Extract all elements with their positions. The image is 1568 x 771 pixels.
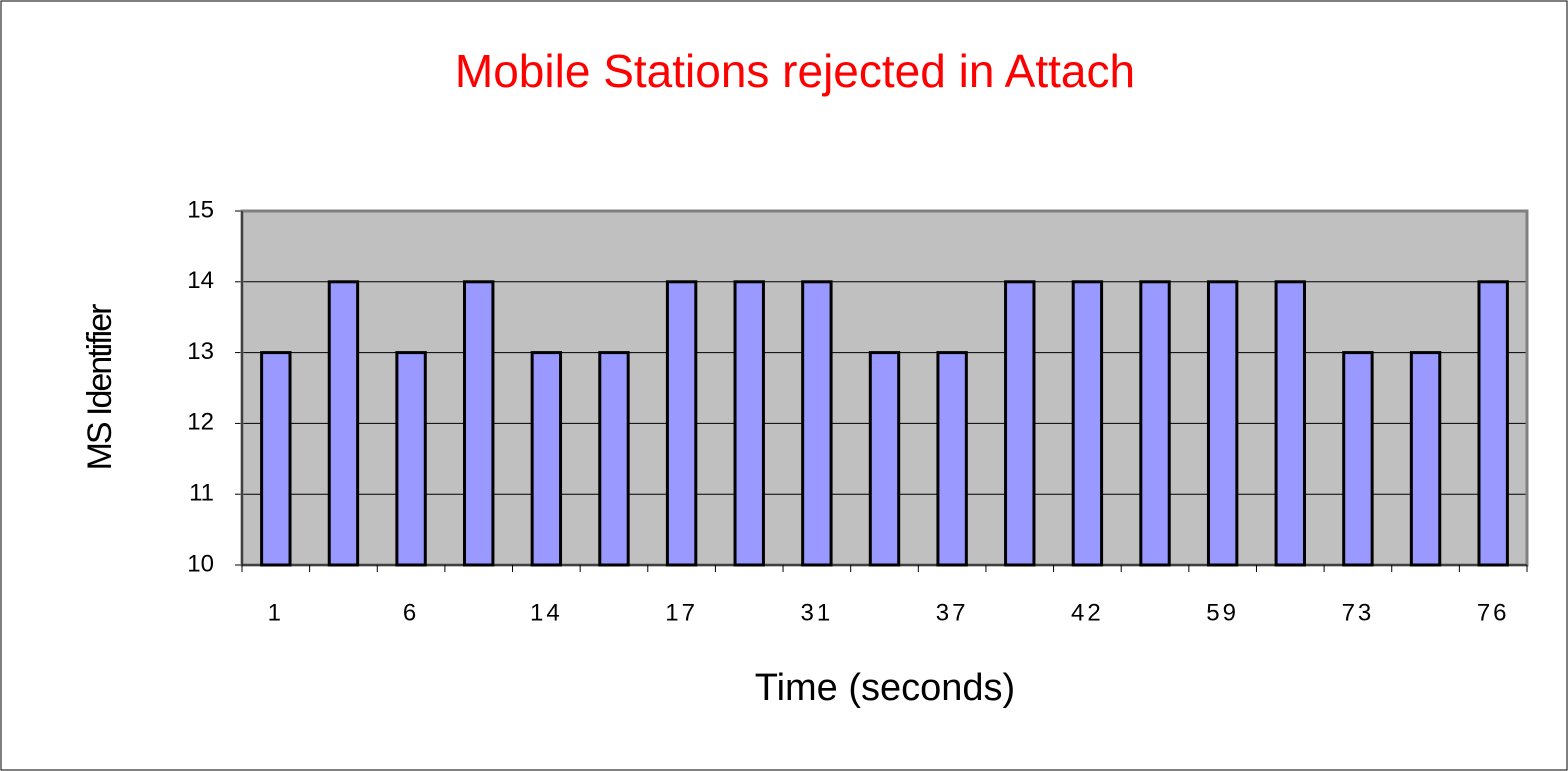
bar — [1274, 280, 1306, 567]
bar — [1409, 351, 1442, 567]
bar — [936, 351, 968, 567]
x-tick-label: 1 — [268, 599, 284, 626]
x-axis-label: Time (seconds) — [755, 667, 1015, 709]
bar — [530, 351, 563, 567]
y-tick-label: 10 — [187, 550, 214, 577]
bar — [1071, 280, 1104, 567]
x-tick-label: 76 — [1477, 599, 1510, 626]
bar — [395, 351, 427, 567]
y-tick-label: 11 — [189, 480, 214, 507]
y-tick-label: 14 — [187, 267, 214, 294]
x-tick-label: 37 — [936, 599, 969, 626]
x-tick-label: 17 — [665, 599, 698, 626]
bar — [463, 280, 495, 567]
y-tick-label: 15 — [187, 196, 214, 223]
bar — [1477, 280, 1509, 567]
bar — [327, 280, 360, 567]
bar — [665, 280, 698, 567]
x-tick-label: 42 — [1071, 599, 1104, 626]
x-tick-label: 14 — [530, 599, 563, 626]
y-tick-label: 12 — [187, 409, 214, 436]
x-tick-label: 59 — [1206, 599, 1239, 626]
x-tick-label: 31 — [801, 599, 834, 626]
bar — [868, 351, 901, 567]
bar — [1206, 280, 1239, 567]
bar — [801, 280, 833, 567]
x-tick-label: 73 — [1342, 599, 1375, 626]
bar — [733, 280, 765, 567]
bar — [1342, 351, 1374, 567]
chart-title: Mobile Stations rejected in Attach — [455, 45, 1135, 97]
x-tick-label: 6 — [403, 599, 419, 626]
bar — [598, 351, 630, 567]
y-tick-label: 13 — [187, 338, 214, 365]
bar — [260, 351, 292, 567]
y-axis-label: MS Identifier — [81, 304, 119, 471]
bar — [1139, 280, 1171, 567]
bar — [1004, 280, 1036, 567]
